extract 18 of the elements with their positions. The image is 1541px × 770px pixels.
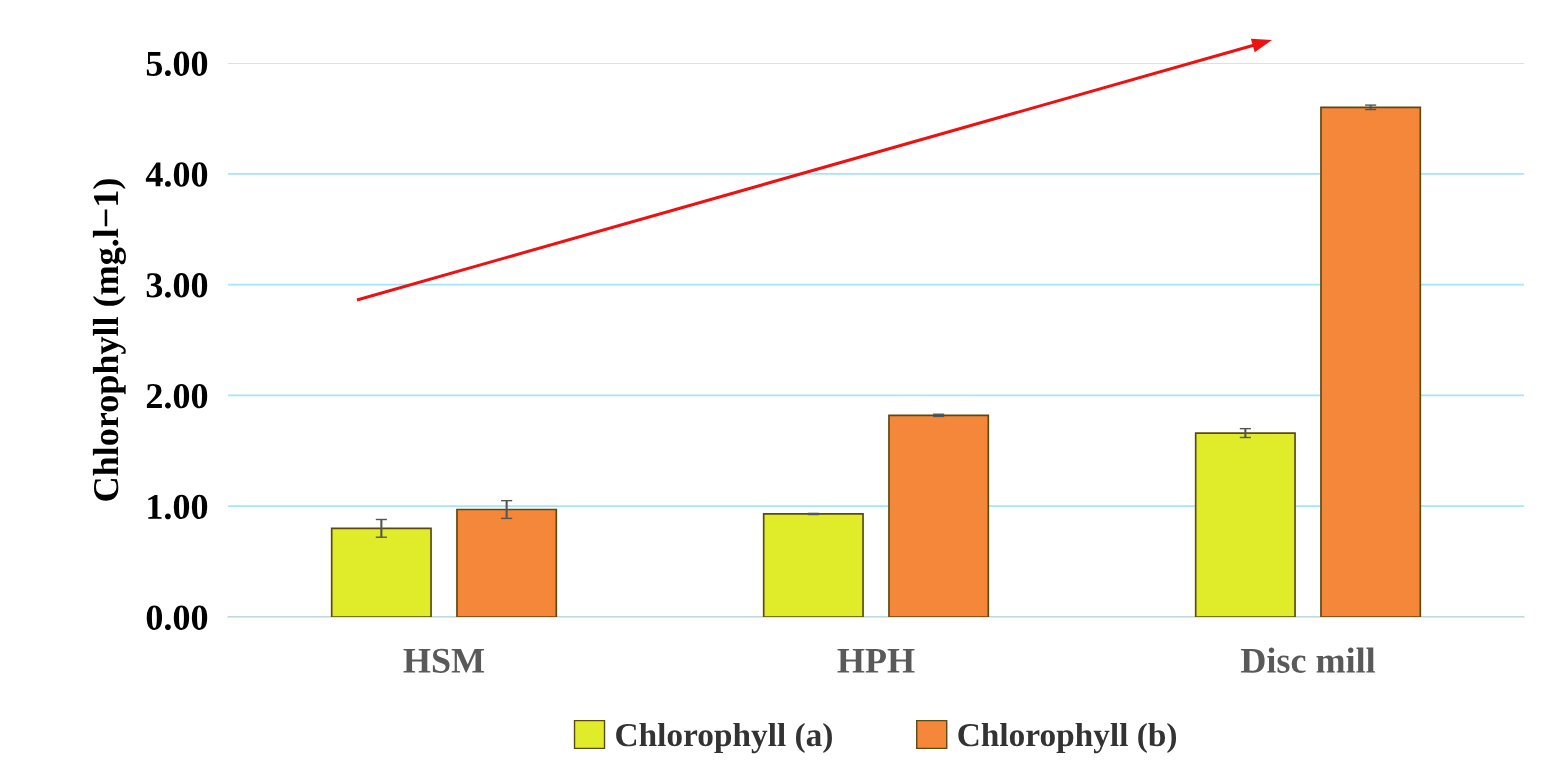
bar bbox=[888, 414, 990, 617]
legend-label: Chlorophyll (b) bbox=[958, 722, 1177, 754]
x-tick-label: HPH bbox=[837, 648, 915, 673]
bar bbox=[330, 527, 432, 617]
bar bbox=[456, 508, 558, 617]
bar bbox=[1194, 432, 1296, 617]
y-tick-label: 5.00 bbox=[146, 51, 208, 77]
y-axis-title: Chlorophyll (mg.l−1) bbox=[92, 179, 126, 501]
legend-label: Chlorophyll (a) bbox=[616, 722, 832, 754]
bar bbox=[1320, 106, 1422, 617]
y-tick-label: 4.00 bbox=[145, 162, 208, 187]
y-tick-label: 2.00 bbox=[146, 383, 208, 409]
x-tick-label: HSM bbox=[403, 648, 485, 673]
y-tick-label: 1.00 bbox=[148, 494, 208, 520]
x-tick-label: Disc mill bbox=[1240, 647, 1376, 673]
y-tick-label: 0.00 bbox=[146, 605, 208, 631]
bar bbox=[762, 513, 864, 617]
y-tick-label: 3.00 bbox=[146, 273, 208, 298]
